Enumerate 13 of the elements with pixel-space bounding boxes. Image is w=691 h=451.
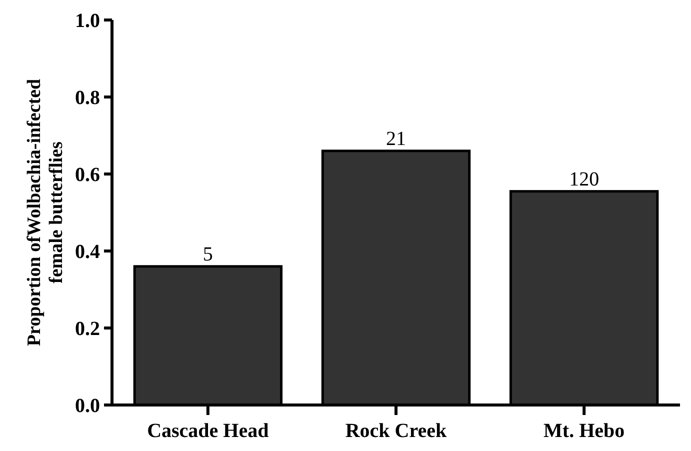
- annotation: 5: [202, 243, 213, 266]
- y-tick-label: 0.4: [75, 241, 100, 263]
- annotation: 21: [386, 128, 406, 150]
- y-tick-label: 1.0: [75, 10, 100, 32]
- y-tick-label: 0.6: [75, 164, 100, 186]
- y-tick-label: 0.0: [75, 395, 100, 417]
- y-tick-label: 0.8: [75, 87, 100, 109]
- x-tick-label: Cascade Head: [147, 420, 269, 442]
- annotation: 120: [569, 168, 600, 190]
- x-tick-label: Mt. Hebo: [544, 420, 625, 442]
- y-tick-label: 0.2: [75, 318, 100, 340]
- x-tick-label: Rock Creek: [345, 420, 448, 442]
- y-axis-title: Proportion ofWolbachia-infected female butterflies: [24, 78, 67, 346]
